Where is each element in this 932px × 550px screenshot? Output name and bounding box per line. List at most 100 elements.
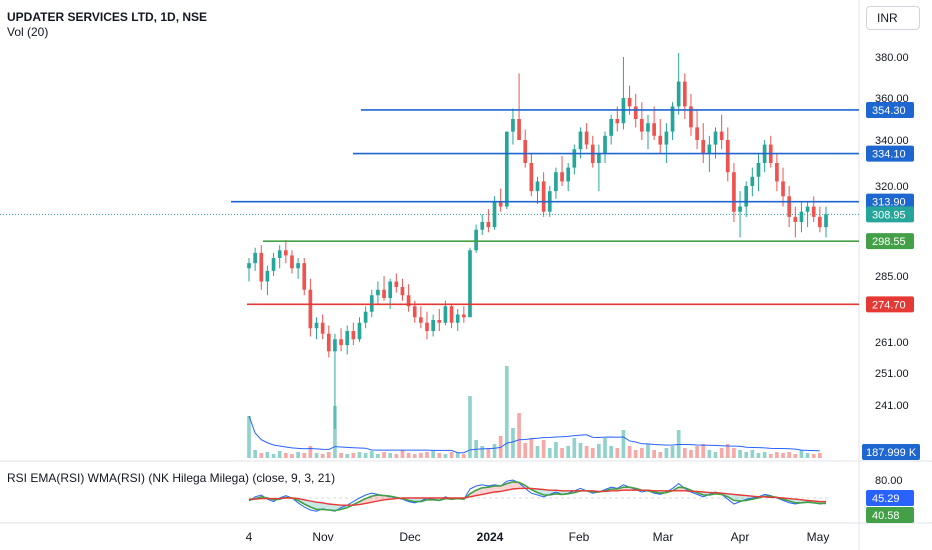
volume-bar xyxy=(560,448,564,458)
candle-body xyxy=(529,163,534,192)
candle-body xyxy=(799,211,804,222)
candle-body xyxy=(431,320,435,331)
volume-bar xyxy=(566,446,571,458)
volume-bar xyxy=(486,448,491,458)
candle-body xyxy=(492,201,497,228)
candle-body xyxy=(603,135,607,154)
volume-bar xyxy=(511,428,515,458)
volume-bar xyxy=(345,454,350,458)
volume-bar xyxy=(664,448,669,458)
candle-body xyxy=(744,186,749,207)
volume-bar xyxy=(400,450,405,458)
candle-body xyxy=(339,339,343,346)
volume-bar xyxy=(363,453,368,458)
candle-body xyxy=(627,98,632,107)
candle-body xyxy=(388,281,393,298)
candle-body xyxy=(609,119,614,136)
candle-body xyxy=(713,131,718,145)
volume-bar xyxy=(302,453,307,458)
candle-body xyxy=(283,250,288,256)
volume-bar xyxy=(554,442,558,458)
volume-bar xyxy=(455,453,460,458)
volume-bar xyxy=(584,446,589,458)
volume-bar xyxy=(529,438,534,458)
volume-bar xyxy=(271,454,276,458)
ema-value-tag xyxy=(866,507,914,523)
volume-bar xyxy=(744,452,749,458)
candle-body xyxy=(437,320,442,323)
candle-body xyxy=(652,123,656,136)
candle-body xyxy=(247,263,251,269)
time-axis-label: Mar xyxy=(653,530,674,544)
candle-body xyxy=(750,176,755,186)
candle-body xyxy=(707,144,712,154)
candle-body xyxy=(449,306,454,323)
rsi-fill-segment xyxy=(488,486,495,494)
volume-bar xyxy=(578,443,583,458)
candle-body xyxy=(615,119,620,124)
candle-body xyxy=(578,131,583,150)
candle-body xyxy=(412,306,417,318)
volume-bar xyxy=(615,448,620,458)
volume-ma-line xyxy=(248,415,820,454)
level-price-label: 354.30 xyxy=(872,105,906,117)
volume-bar xyxy=(603,438,607,458)
candle-body xyxy=(277,250,282,258)
candle-body xyxy=(480,222,485,230)
candle-body xyxy=(369,295,374,312)
volume-bar xyxy=(253,450,257,458)
candle-body xyxy=(646,123,650,132)
volume-bar xyxy=(658,452,663,458)
candle-body xyxy=(296,263,300,269)
volume-bar xyxy=(382,452,386,458)
price-tick-label: 251.00 xyxy=(875,368,909,380)
candle-body xyxy=(345,331,350,346)
candle-body xyxy=(394,281,399,287)
candle-body xyxy=(633,106,638,119)
volume-bar xyxy=(412,454,417,458)
ema-value-label: 40.58 xyxy=(872,510,900,522)
volume-bar xyxy=(787,452,792,458)
candle-body xyxy=(566,167,571,182)
candle-body xyxy=(265,270,270,282)
volume-bar xyxy=(590,448,595,458)
volume-bar xyxy=(781,453,785,458)
candle-body xyxy=(376,289,380,296)
currency-selector[interactable]: INR xyxy=(866,6,920,30)
volume-bar xyxy=(535,446,540,458)
rsi-fill-segment xyxy=(733,494,741,501)
volume-bar xyxy=(689,450,693,458)
volume-bar xyxy=(308,446,313,458)
rsi-tick-label: 80.00 xyxy=(875,475,903,487)
candle-body xyxy=(719,131,724,140)
volume-bar xyxy=(351,453,356,458)
volume-bar xyxy=(793,454,798,458)
candle-body xyxy=(572,149,577,168)
rsi-fill-segment xyxy=(304,499,311,507)
volume-bar xyxy=(523,443,528,458)
volume-bar xyxy=(406,453,411,458)
volume-bar xyxy=(480,446,485,458)
candle-body xyxy=(738,206,742,212)
candle-body xyxy=(793,216,798,222)
volume-bar xyxy=(431,451,435,458)
last-price-label: 308.95 xyxy=(872,209,906,221)
wma-rsi-line xyxy=(249,487,826,506)
volume-bar xyxy=(799,450,804,458)
symbol-title: UPDATER SERVICES LTD, 1D, NSE xyxy=(7,10,208,24)
volume-bar xyxy=(314,453,319,458)
volume-bar xyxy=(762,452,767,458)
volume-bar xyxy=(725,444,730,458)
volume-bar xyxy=(517,413,521,458)
candle-body xyxy=(419,317,423,323)
candle-body xyxy=(461,314,466,318)
rsi-fill-segment xyxy=(482,487,489,495)
volume-bar xyxy=(732,448,736,458)
volume-bar xyxy=(775,452,779,458)
volume-bar xyxy=(247,416,251,458)
rsi-fill-segment xyxy=(316,502,323,510)
volume-bar xyxy=(609,446,614,458)
candle-body xyxy=(597,153,601,163)
time-axis-label: Apr xyxy=(731,530,750,544)
